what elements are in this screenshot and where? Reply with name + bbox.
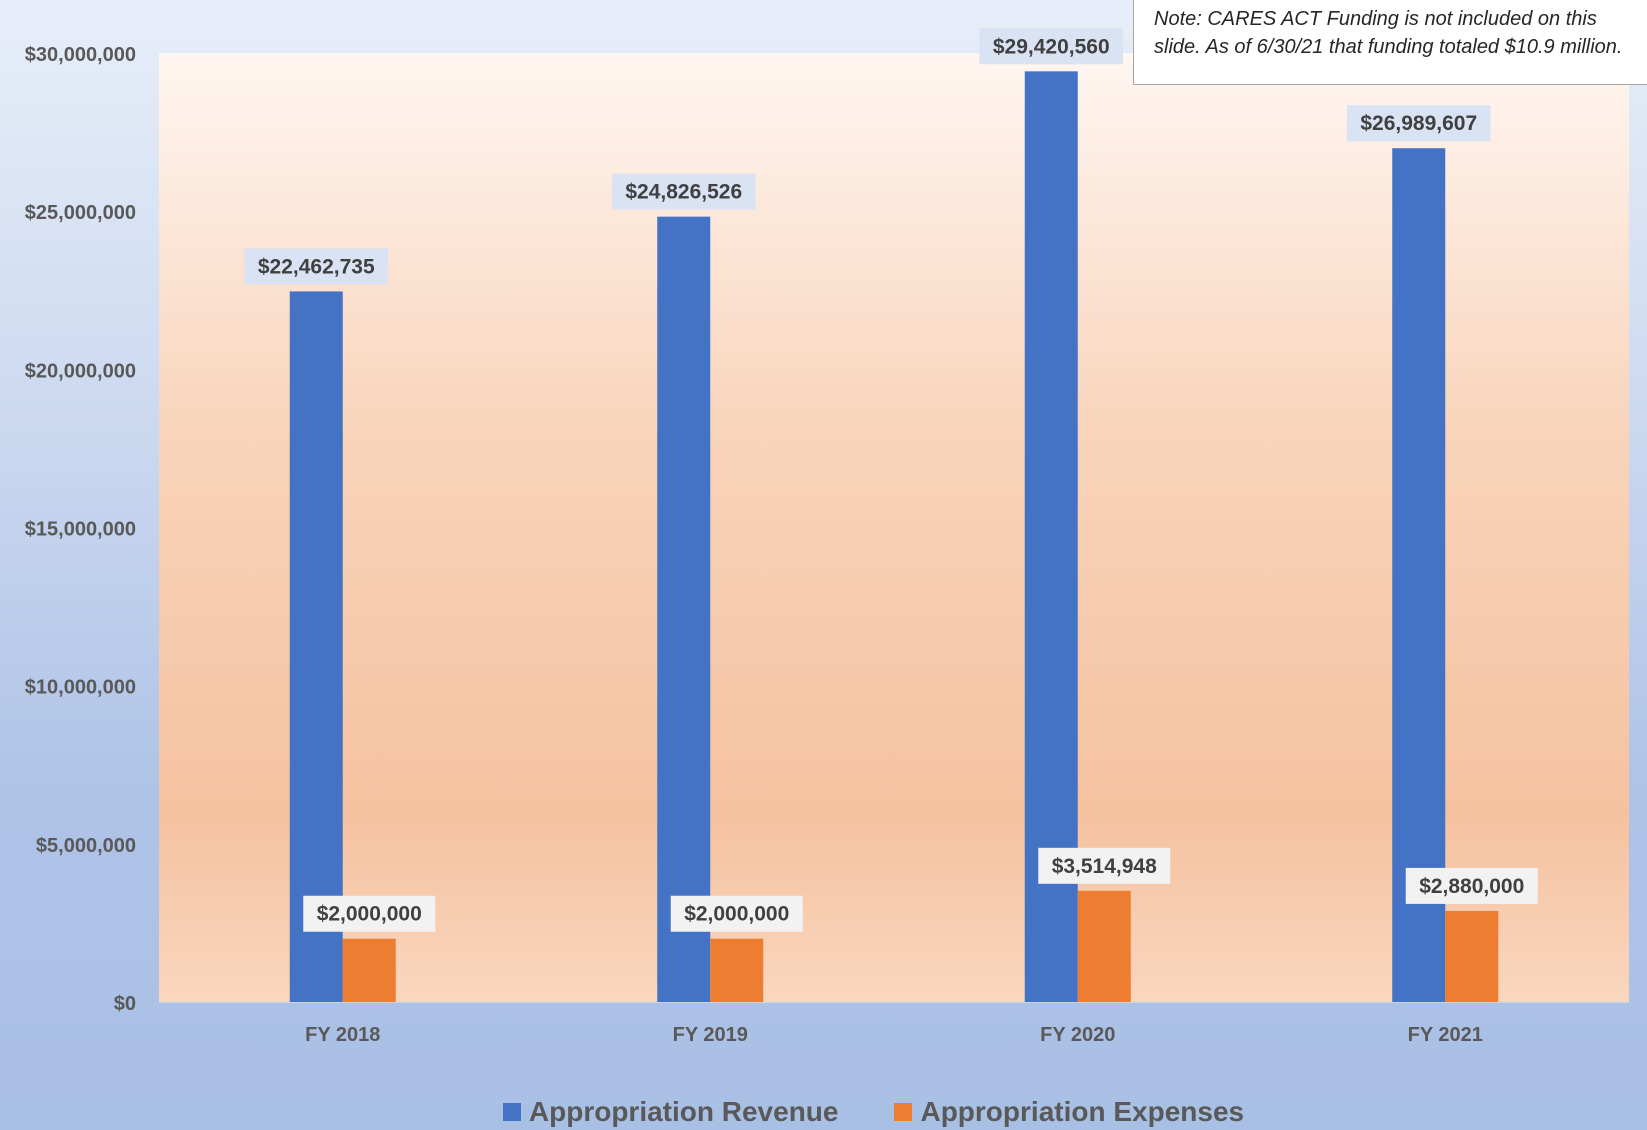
data-label: $2,880,000 [1405,867,1538,904]
bar-expenses [342,938,396,1002]
data-label-text: $2,000,000 [684,903,789,926]
data-label-text: $22,462,735 [258,255,375,278]
data-label-background [670,895,803,932]
data-label-text: $3,514,948 [1052,855,1157,878]
data-label: $29,420,560 [979,28,1124,65]
data-label-text: $2,000,000 [317,903,422,926]
legend-label-revenue: Appropriation Revenue [528,1096,839,1127]
legend-swatch-revenue [502,1103,521,1121]
data-label: $2,000,000 [670,895,803,932]
data-label-text: $2,880,000 [1419,875,1524,898]
bar-revenue [1392,148,1446,1002]
plot-area [159,53,1629,1002]
bars [289,71,1499,1003]
data-label-text: $29,420,560 [993,35,1110,58]
chart-legend: Appropriation Revenue Appropriation Expe… [0,1095,1647,1129]
data-label: $3,514,948 [1038,847,1171,884]
data-label-background [1038,847,1171,884]
data-label-text: $26,989,607 [1360,112,1477,135]
y-tick-label: $20,000,000 [25,360,136,382]
data-label-background [1405,867,1538,904]
x-tick-label: FY 2021 [1408,1024,1483,1046]
bar-revenue [1024,71,1078,1003]
data-labels: $22,462,735 $2,000,000 $24,826,526 $2,000,0… [244,28,1538,932]
x-axis-ticks: FY 2018 FY 2019 FY 2020 FY 2021 [305,1024,1483,1046]
data-label-background [1346,105,1491,142]
legend-item-expenses: Appropriation Expenses [894,1096,1244,1128]
bar-expenses [1077,890,1131,1002]
data-label-background [979,28,1124,65]
y-tick-label: $10,000,000 [25,677,136,699]
data-label: $24,826,526 [611,173,756,210]
x-tick-label: FY 2019 [673,1024,748,1046]
data-label: $26,989,607 [1346,105,1491,142]
bar-revenue [289,291,343,1002]
y-axis-ticks: $0 $5,000,000 $10,000,000 $15,000,000 $20,00… [25,44,136,1015]
data-label-background [244,248,389,285]
data-label-background [303,895,436,932]
y-tick-label: $0 [114,993,136,1015]
x-tick-label: FY 2018 [305,1024,380,1046]
y-tick-label: $15,000,000 [25,519,136,541]
legend-label-expenses: Appropriation Expenses [920,1096,1245,1127]
legend-swatch-expenses [894,1103,913,1121]
bar-expenses [1445,910,1499,1002]
y-tick-label: $30,000,000 [25,44,136,66]
chart-annotation-note: Note: CARES ACT Funding is not included … [1133,0,1647,85]
bar-expenses [710,938,764,1002]
legend-item-revenue: Appropriation Revenue [502,1096,839,1128]
data-label: $22,462,735 [244,248,389,285]
data-label: $2,000,000 [303,895,436,932]
x-tick-label: FY 2020 [1040,1024,1115,1046]
y-tick-label: $5,000,000 [36,835,136,857]
bar-revenue [657,216,711,1002]
data-label-background [611,173,756,210]
y-tick-label: $25,000,000 [25,202,136,224]
data-label-text: $24,826,526 [625,181,742,204]
